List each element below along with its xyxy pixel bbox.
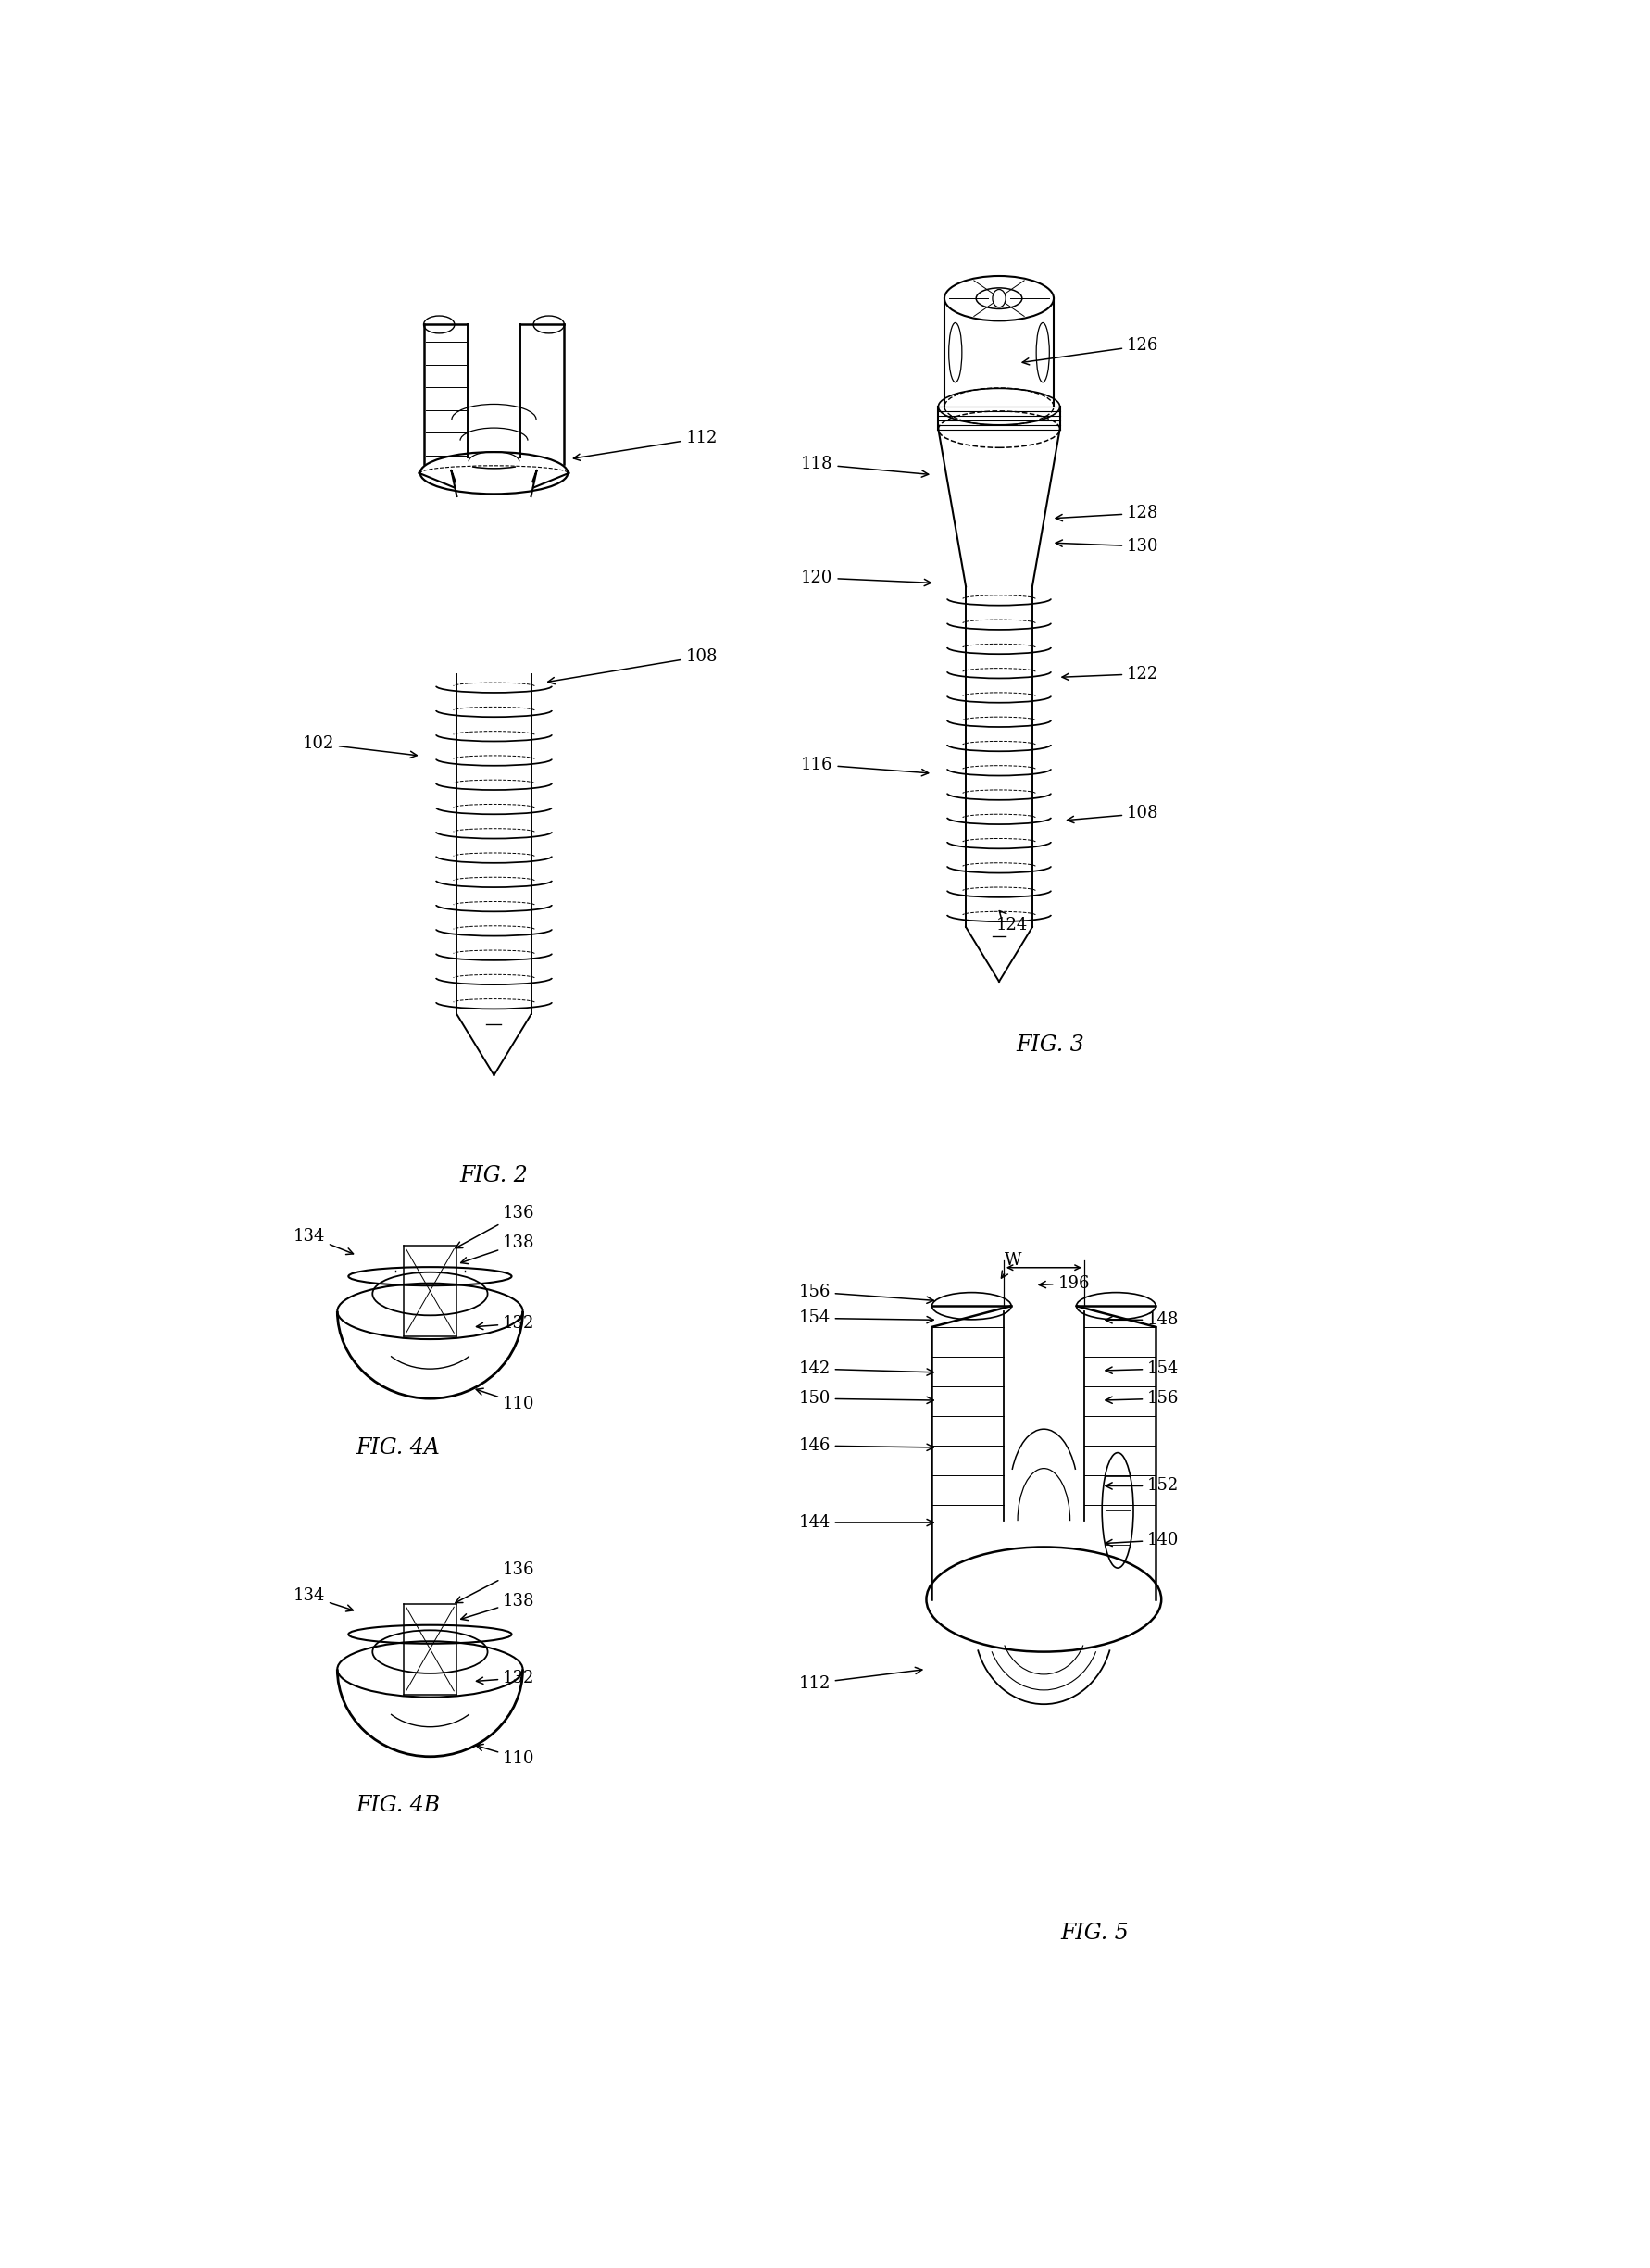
Text: FIG. 5: FIG. 5 (1061, 1923, 1129, 1944)
Text: 138: 138 (460, 1234, 535, 1263)
Text: 124: 124 (997, 912, 1028, 934)
Text: 108: 108 (548, 649, 718, 685)
Text: 150: 150 (799, 1390, 934, 1406)
Text: 196: 196 (1040, 1275, 1091, 1293)
Text: 110: 110 (477, 1388, 535, 1413)
Text: FIG. 4B: FIG. 4B (356, 1794, 441, 1817)
Text: 130: 130 (1056, 538, 1158, 556)
Text: 116: 116 (800, 755, 929, 776)
Text: 122: 122 (1063, 665, 1158, 683)
Text: 108: 108 (1068, 805, 1158, 823)
Text: 112: 112 (574, 429, 718, 460)
Text: 154: 154 (1106, 1361, 1180, 1377)
Text: 138: 138 (460, 1592, 535, 1619)
Text: 128: 128 (1056, 506, 1158, 522)
Text: 148: 148 (1106, 1311, 1180, 1329)
Text: 118: 118 (800, 456, 929, 476)
Text: 140: 140 (1106, 1531, 1180, 1549)
Text: FIG. 2: FIG. 2 (460, 1166, 528, 1186)
Text: 134: 134 (294, 1588, 353, 1613)
Text: 136: 136 (455, 1560, 535, 1603)
Text: 132: 132 (477, 1315, 535, 1331)
Text: 142: 142 (799, 1361, 934, 1377)
Text: FIG. 4A: FIG. 4A (356, 1438, 441, 1458)
Text: 126: 126 (1023, 338, 1158, 365)
Text: 146: 146 (799, 1438, 934, 1454)
Text: 156: 156 (799, 1284, 934, 1304)
Text: 152: 152 (1106, 1476, 1180, 1495)
Text: 154: 154 (799, 1311, 934, 1327)
Text: 120: 120 (800, 569, 931, 585)
Text: 136: 136 (455, 1204, 535, 1247)
Text: 110: 110 (477, 1744, 535, 1767)
Text: 134: 134 (294, 1227, 353, 1254)
Text: 112: 112 (799, 1667, 922, 1692)
Text: 156: 156 (1106, 1390, 1180, 1406)
Text: 144: 144 (799, 1515, 934, 1531)
Text: W: W (1002, 1252, 1021, 1279)
Text: FIG. 3: FIG. 3 (1016, 1034, 1084, 1057)
Text: 102: 102 (302, 735, 417, 758)
Text: 132: 132 (477, 1669, 535, 1687)
